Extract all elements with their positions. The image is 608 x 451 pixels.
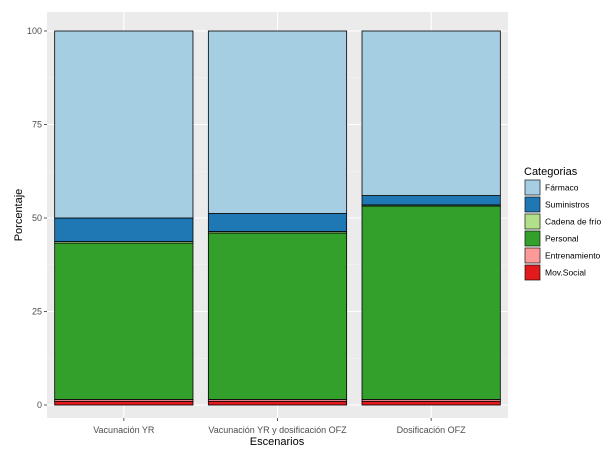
- legend-label: Cadena de frío: [545, 217, 602, 227]
- bar-segment-mov-social: [361, 400, 501, 406]
- legend-swatch: [524, 264, 541, 281]
- legend-swatch: [524, 247, 541, 264]
- bar-segment-suministros: [54, 217, 194, 242]
- legend-label: Fármaco: [545, 183, 579, 193]
- bar-segment-suministros: [361, 195, 501, 206]
- bar-segment-f-rmaco: [361, 30, 501, 196]
- bars: [54, 30, 501, 406]
- bar-segment-personal: [361, 205, 501, 400]
- y-axis-title: Porcentaje: [13, 189, 25, 242]
- legend-label: Mov.Social: [545, 268, 586, 278]
- y-axis-ticks: 0 25 50 75 100: [27, 26, 47, 410]
- y-tick-label: 75: [32, 120, 42, 130]
- legend-swatch: [524, 179, 541, 196]
- legend-label: Suministros: [545, 200, 589, 210]
- legend: Categorias Fármaco Suministros Cadena de f…: [524, 166, 602, 281]
- bar-segment-f-rmaco: [54, 30, 194, 219]
- bar-segment-f-rmaco: [207, 30, 348, 214]
- x-tick-label: Dosificación OFZ: [397, 425, 467, 435]
- legend-swatch: [524, 196, 541, 213]
- y-tick-label: 25: [32, 307, 42, 317]
- x-axis-ticks: Vacunación YR Vacunación YR y dosificació…: [93, 418, 466, 435]
- legend-title: Categorias: [524, 166, 578, 178]
- legend-swatch: [524, 230, 541, 247]
- bar-segment-personal: [54, 242, 194, 400]
- x-tick-label: Vacunación YR y dosificación OFZ: [208, 425, 347, 435]
- y-tick-label: 100: [27, 26, 42, 36]
- bar-segment-suministros: [207, 213, 348, 232]
- legend-label: Entrenamiento: [545, 251, 601, 261]
- bar-segment-mov-social: [54, 400, 194, 406]
- x-tick-label: Vacunación YR: [93, 425, 155, 435]
- x-axis-title: Escenarios: [250, 436, 305, 448]
- bar-segment-mov-social: [207, 400, 348, 406]
- bar-segment-personal: [207, 232, 348, 400]
- legend-label: Personal: [545, 234, 579, 244]
- y-tick-label: 0: [37, 400, 42, 410]
- legend-swatch: [524, 213, 541, 230]
- y-tick-label: 50: [32, 213, 42, 223]
